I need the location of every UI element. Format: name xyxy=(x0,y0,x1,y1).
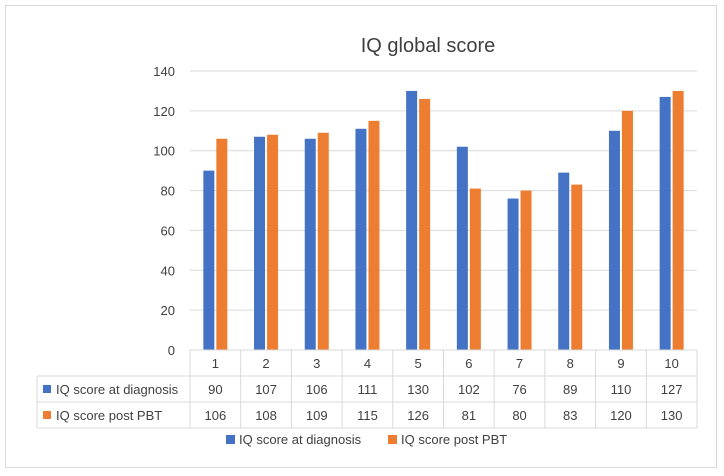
data-label: 83 xyxy=(563,408,577,423)
data-label: 89 xyxy=(563,382,577,397)
table-series-label: IQ score post PBT xyxy=(56,408,162,423)
x-tick-label: 8 xyxy=(567,356,574,371)
data-label: 111 xyxy=(358,382,378,397)
bar xyxy=(203,170,215,350)
data-label: 90 xyxy=(208,382,222,397)
y-tick-label: 140 xyxy=(153,64,175,79)
x-tick-label: 3 xyxy=(313,356,320,371)
bars xyxy=(203,90,684,351)
bar xyxy=(304,138,316,350)
data-label: 106 xyxy=(204,408,226,423)
legend-label: IQ score post PBT xyxy=(401,432,507,447)
y-tick-label: 80 xyxy=(161,184,175,199)
x-tick-label: 6 xyxy=(465,356,472,371)
bar xyxy=(355,128,367,350)
bar xyxy=(520,190,532,350)
bar xyxy=(507,198,519,350)
y-tick-label: 0 xyxy=(168,343,175,358)
bar xyxy=(317,132,329,350)
legend-swatch xyxy=(388,435,397,444)
data-label: 110 xyxy=(611,382,632,397)
bar xyxy=(571,184,583,350)
chart-title: IQ global score xyxy=(361,35,496,57)
data-label: 102 xyxy=(458,382,480,397)
data-label: 106 xyxy=(306,382,328,397)
data-label: 107 xyxy=(255,382,277,397)
bar xyxy=(419,98,431,351)
data-label: 126 xyxy=(407,408,429,423)
data-label: 127 xyxy=(661,382,683,397)
data-label: 130 xyxy=(407,382,429,397)
table-series-swatch xyxy=(43,411,51,419)
legend-swatch xyxy=(226,435,235,444)
gridlines xyxy=(190,70,697,351)
bar xyxy=(254,136,266,350)
y-axis: 0 20 40 60 80 100 120 140 xyxy=(153,64,175,358)
y-tick-label: 120 xyxy=(153,104,175,119)
bar xyxy=(608,130,620,350)
bar xyxy=(659,96,671,351)
bar xyxy=(621,110,633,350)
bar xyxy=(558,172,570,350)
bar xyxy=(456,146,468,350)
bar xyxy=(672,90,684,350)
x-tick-label: 7 xyxy=(516,356,523,371)
y-tick-label: 60 xyxy=(161,223,175,238)
data-label: 130 xyxy=(661,408,683,423)
x-tick-label: 1 xyxy=(212,356,219,371)
x-tick-label: 2 xyxy=(262,356,269,371)
x-tick-label: 10 xyxy=(664,356,678,371)
bar xyxy=(406,90,418,350)
y-tick-label: 100 xyxy=(153,144,175,159)
bar xyxy=(469,188,481,350)
x-tick-label: 9 xyxy=(617,356,624,371)
x-tick-label: 4 xyxy=(364,356,371,371)
y-tick-label: 40 xyxy=(161,263,175,278)
bar xyxy=(368,120,380,350)
table-series-swatch xyxy=(43,385,51,393)
data-label: 120 xyxy=(610,408,632,423)
data-label: 80 xyxy=(512,408,526,423)
bar xyxy=(267,134,279,350)
data-label: 81 xyxy=(462,408,476,423)
data-label: 108 xyxy=(255,408,277,423)
legend: IQ score at diagnosis IQ score post PBT xyxy=(226,432,507,447)
legend-label: IQ score at diagnosis xyxy=(239,432,362,447)
y-tick-label: 20 xyxy=(161,303,175,318)
data-label: 109 xyxy=(306,408,328,423)
x-tick-label: 5 xyxy=(415,356,422,371)
data-label: 115 xyxy=(357,408,378,423)
table-series-label: IQ score at diagnosis xyxy=(56,382,179,397)
bar xyxy=(216,138,228,350)
data-label: 76 xyxy=(512,382,526,397)
